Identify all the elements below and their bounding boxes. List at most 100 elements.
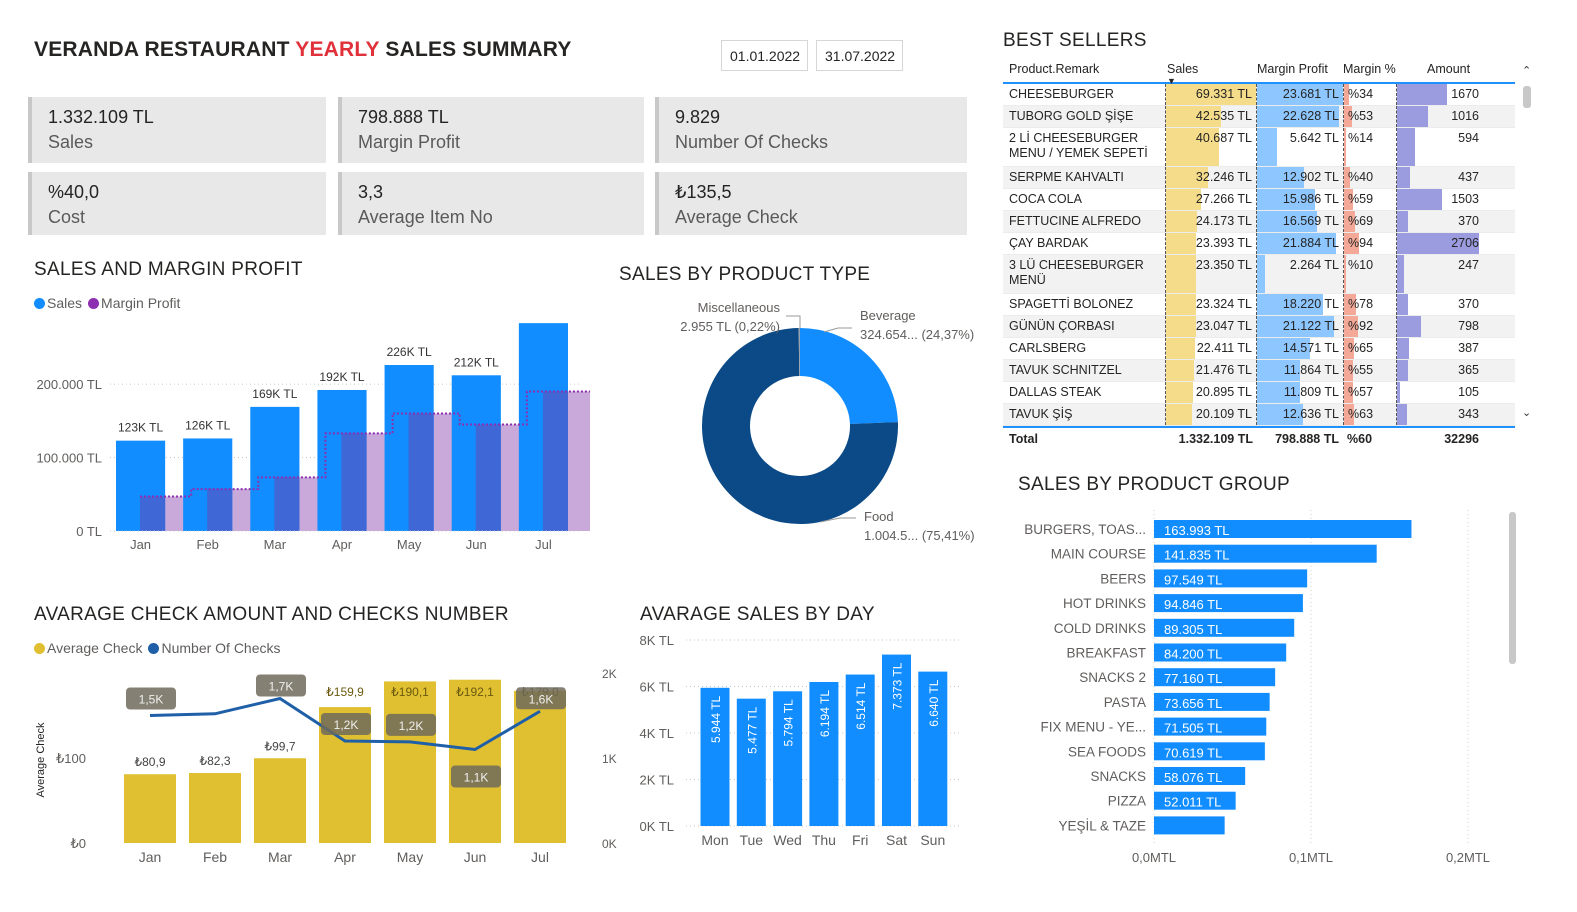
cell-margin-profit-text: 14.571 TL <box>1282 341 1339 355</box>
table-row[interactable]: GÜNÜN ÇORBASI 23.047 TL 21.122 TL %92 798 <box>1003 316 1515 338</box>
table-total-row: Total 1.332.109 TL 798.888 TL %60 32296 <box>1003 426 1515 450</box>
table-row[interactable]: 3 LÜ CHEESEBURGER MENÜ 23.350 TL 2.264 TL%… <box>1003 255 1515 294</box>
legend-item-sales[interactable]: Sales <box>34 295 82 311</box>
cell-product: 2 Lİ CHEESEBURGER MENU / YEMEK SEPETİ <box>1003 128 1165 166</box>
x-tick-label: Thu <box>812 832 836 848</box>
scroll-down-icon[interactable]: ⌄ <box>1522 407 1532 419</box>
avg-check-title: AVARAGE CHECK AMOUNT AND CHECKS NUMBER <box>34 604 509 625</box>
best-sellers-table: Product.Remark Sales ▼ Margin Profit Marg… <box>1003 56 1515 450</box>
average-check-label: ₺80,9 <box>135 755 166 769</box>
col-product[interactable]: Product.Remark <box>1009 61 1100 76</box>
x-tick-label: Feb <box>203 849 227 865</box>
x-tick-label: Jul <box>535 537 552 552</box>
cell-sales-databar <box>1166 382 1194 403</box>
cell-sales: 23.350 TL <box>1165 255 1257 293</box>
day-sales-bar <box>882 654 911 826</box>
cell-margin-profit-databar <box>1257 338 1310 359</box>
average-check-bar <box>124 774 176 843</box>
group-sales-label: 70.619 TL <box>1164 745 1222 760</box>
day-sales-label: 6.194 TL <box>818 690 832 737</box>
category-label: SNACKS <box>1090 769 1146 784</box>
cell-sales-text: 21.476 TL <box>1195 363 1252 377</box>
table-row[interactable]: TAVUK SCHNITZEL 21.476 TL 11.864 TL %55 365 <box>1003 360 1515 382</box>
cell-margin-profit: 2.264 TL <box>1257 255 1343 293</box>
avg-check-chart: Average Check ₺0 ₺100 0K 1K 2K ₺80,9 Jan ₺82,3 Fe… <box>35 667 617 865</box>
cell-margin-profit-text: 22.628 TL <box>1282 109 1339 123</box>
sales-margin-overlap <box>475 424 501 531</box>
cell-amount-text: 343 <box>1458 407 1479 421</box>
category-label: PASTA <box>1104 695 1146 710</box>
legend-item-margin-profit[interactable]: Margin Profit <box>88 295 180 311</box>
cell-margin-pct-text: %92 <box>1348 319 1374 333</box>
cell-product-text: FETTUCINE ALFREDO <box>1009 214 1141 228</box>
cell-amount-text: 370 <box>1458 214 1479 228</box>
cell-sales: 22.411 TL <box>1165 338 1257 359</box>
table-row[interactable]: TUBORG GOLD ŞİŞE 42.535 TL 22.628 TL %53 101… <box>1003 106 1515 128</box>
table-row[interactable]: SPAGETTİ BOLONEZ 23.324 TL 18.220 TL %78 370 <box>1003 294 1515 316</box>
x-tick-label: Mar <box>264 537 287 552</box>
table-row[interactable]: 2 Lİ CHEESEBURGER MENU / YEMEK SEPETİ 40.… <box>1003 128 1515 167</box>
checks-label-box <box>321 713 371 735</box>
cell-margin-profit: 21.122 TL <box>1257 316 1343 337</box>
cell-margin-pct: %69 <box>1343 211 1397 232</box>
average-check-bar <box>449 679 501 843</box>
col-margin-profit[interactable]: Margin Profit <box>1257 62 1328 76</box>
average-check-label: ₺99,7 <box>265 739 296 753</box>
cell-margin-profit: 11.809 TL <box>1257 382 1343 403</box>
group-sales-label: 84.200 TL <box>1164 647 1222 662</box>
col-margin-pct[interactable]: Margin % <box>1343 62 1396 76</box>
cell-margin-pct-text: %14 <box>1348 131 1374 145</box>
cell-amount-databar <box>1397 404 1408 425</box>
x-tick-label: Apr <box>334 849 356 865</box>
sales-margin-overlap <box>341 433 367 531</box>
cell-margin-pct-text: %94 <box>1348 236 1374 250</box>
table-row[interactable]: CARLSBERG 22.411 TL 14.571 TL %65 387 <box>1003 338 1515 360</box>
cell-product-text: SPAGETTİ BOLONEZ <box>1009 297 1134 311</box>
y-tick-label: 100.000 TL <box>36 451 102 466</box>
col-amount[interactable]: Amount <box>1427 62 1471 76</box>
table-row[interactable]: ÇAY BARDAK 23.393 TL 21.884 TL %94 2706 <box>1003 233 1515 255</box>
cell-sales-databar <box>1166 106 1222 127</box>
group-sales-label: 73.656 TL <box>1164 696 1222 711</box>
sales-margin-overlap <box>408 413 434 531</box>
kpi-label: Average Item No <box>358 207 493 227</box>
cell-margin-pct-text: %34 <box>1348 87 1374 101</box>
date-to-input[interactable]: 31.07.2022 <box>816 40 903 71</box>
kpi-card-cost: %40,0 Cost <box>28 172 326 235</box>
cell-sales-text: 23.350 TL <box>1195 258 1252 272</box>
legend-item-average-check[interactable]: Average Check <box>34 640 142 656</box>
cell-margin-profit-text: 16.569 TL <box>1282 214 1339 228</box>
cell-margin-pct: %59 <box>1343 189 1397 210</box>
table-row[interactable]: FETTUCINE ALFREDO 24.173 TL 16.569 TL %69 37… <box>1003 211 1515 233</box>
product-group-title: SALES BY PRODUCT GROUP <box>1018 474 1290 495</box>
legend-item-number-of-checks[interactable]: Number Of Checks <box>148 640 281 656</box>
cell-sales-databar <box>1166 233 1197 254</box>
cell-product-text: COCA COLA <box>1009 192 1082 206</box>
table-row[interactable]: CHEESEBURGER 69.331 TL 23.681 TL %34 1670 <box>1003 84 1515 106</box>
table-row[interactable]: DALLAS STEAK 20.895 TL 11.809 TL %57 105 <box>1003 382 1515 404</box>
cell-margin-pct-databar <box>1344 167 1351 188</box>
scroll-up-icon[interactable]: ⌃ <box>1522 65 1532 77</box>
chart-scrollbar-thumb[interactable] <box>1509 512 1516 664</box>
sales-margin-overlap <box>274 477 300 531</box>
cell-sales-databar <box>1166 128 1219 166</box>
cell-sales-text: 40.687 TL <box>1195 131 1252 145</box>
table-row[interactable]: TAVUK ŞİŞ 20.109 TL 12.636 TL %63 343 <box>1003 404 1515 426</box>
checks-label-box <box>516 687 566 710</box>
cell-product: CARLSBERG <box>1003 338 1165 359</box>
table-scrollbar-thumb[interactable] <box>1523 86 1531 108</box>
group-sales-bar <box>1154 668 1276 687</box>
group-sales-bar <box>1154 816 1225 835</box>
group-sales-bar <box>1154 618 1295 637</box>
group-sales-bar <box>1154 544 1377 563</box>
category-label: SEA FOODS <box>1068 744 1146 759</box>
col-sales-label: Sales <box>1167 62 1199 76</box>
total-margin-pct: %60 <box>1347 432 1373 446</box>
col-sales[interactable]: Sales ▼ <box>1165 62 1257 86</box>
group-sales-label: 77.160 TL <box>1164 671 1222 686</box>
date-from-input[interactable]: 01.01.2022 <box>721 40 808 71</box>
table-row[interactable]: COCA COLA 27.266 TL 15.986 TL %59 1503 <box>1003 189 1515 211</box>
legend-label: Sales <box>47 295 83 311</box>
cell-margin-profit-databar <box>1257 106 1340 127</box>
table-row[interactable]: SERPME KAHVALTI 32.246 TL 12.902 TL %40 437 <box>1003 167 1515 189</box>
